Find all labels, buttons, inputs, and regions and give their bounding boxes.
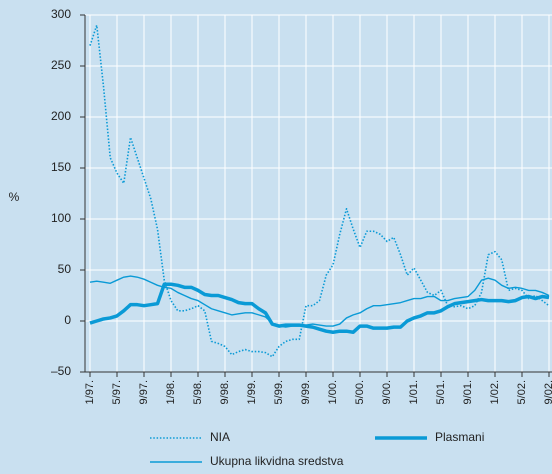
x-tick-label: 1/00.	[327, 380, 339, 404]
y-tick-label: 250	[51, 58, 71, 72]
y-tick-label: 0	[64, 313, 71, 327]
x-tick-label: 5/97.	[111, 380, 123, 404]
x-tick-label: 9/97.	[138, 380, 150, 404]
x-tick-label: 5/00.	[354, 380, 366, 404]
x-tick-label: 1/99.	[246, 380, 258, 404]
x-tick-label: 9/02.	[543, 380, 552, 404]
x-tick-label: 5/02.	[516, 380, 528, 404]
x-tick-label: 9/01.	[462, 380, 474, 404]
legend-label: Plasmani	[435, 430, 484, 444]
x-tick-label: 1/01.	[408, 380, 420, 404]
plot-area	[89, 24, 550, 358]
x-tick-label: 9/99.	[300, 380, 312, 404]
x-tick-label: 5/01.	[435, 380, 447, 404]
y-tick-label: 50	[58, 262, 72, 276]
legend-label: Ukupna likvidna sredstva	[210, 454, 344, 468]
x-tick-label: 5/98.	[192, 380, 204, 404]
y-tick-label: 300	[51, 7, 71, 21]
legend-label: NIA	[210, 430, 230, 444]
x-tick-label: 9/98.	[219, 380, 231, 404]
x-tick-label: 9/00.	[381, 380, 393, 404]
y-tick-label: –50	[51, 364, 71, 378]
y-tick-label: 150	[51, 160, 71, 174]
x-tick-label: 1/02.	[489, 380, 501, 404]
x-tick-label: 5/99.	[273, 380, 285, 404]
y-axis-label: %	[9, 190, 20, 204]
x-tick-label: 1/98.	[165, 380, 177, 404]
y-tick-label: 200	[51, 109, 71, 123]
y-tick-label: 100	[51, 211, 71, 225]
line-series	[89, 282, 550, 334]
line-series	[89, 275, 550, 328]
line-series	[89, 24, 550, 358]
x-tick-label: 1/97.	[84, 380, 96, 404]
